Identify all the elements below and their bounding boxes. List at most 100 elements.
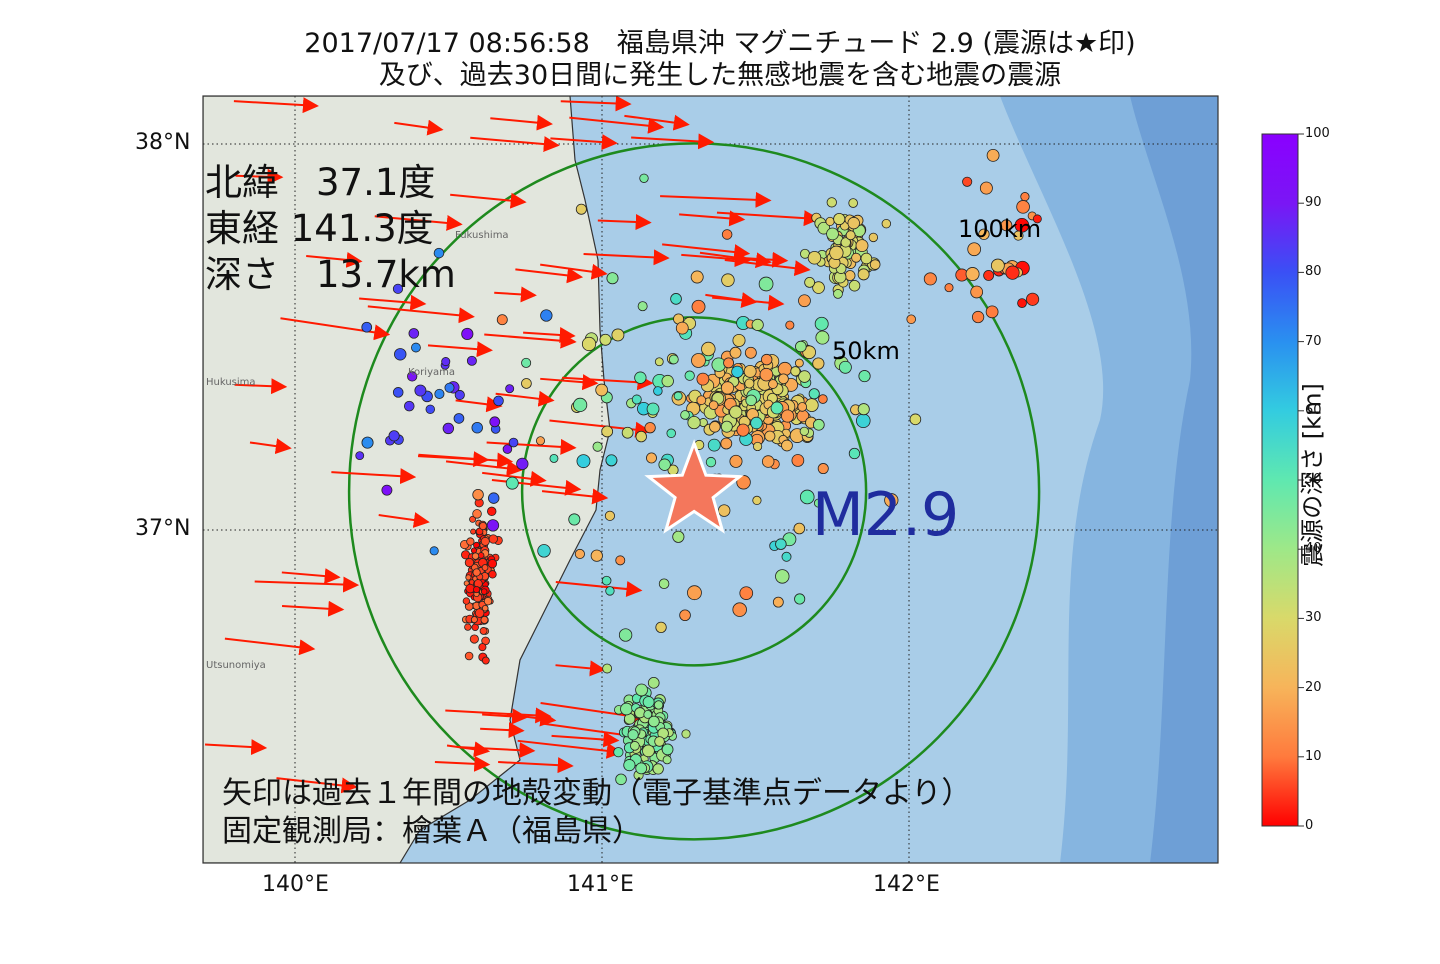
earthquake-dot	[983, 269, 995, 281]
earthquake-dot	[639, 173, 649, 183]
earthquake-dot	[731, 365, 744, 378]
earthquake-dot	[778, 373, 789, 385]
displacement-arrow	[540, 374, 599, 391]
earthquake-dot	[785, 320, 795, 330]
earthquake-dot	[829, 245, 844, 260]
earthquake-dot	[845, 230, 856, 241]
earthquake-dot	[858, 370, 871, 383]
earthquake-dot	[884, 493, 899, 508]
magnitude-label: M2.9	[812, 480, 959, 550]
earthquake-dot	[654, 700, 664, 710]
earthquake-dot	[631, 394, 642, 405]
lon-label-141: 141°E	[567, 872, 634, 897]
earthquake-dot	[840, 237, 851, 248]
displacement-arrow	[517, 739, 623, 759]
earthquake-dot	[857, 268, 870, 281]
earthquake-dot	[798, 370, 811, 383]
displacement-arrow	[490, 114, 553, 131]
earthquake-dot	[464, 651, 474, 661]
earthquake-dot	[461, 327, 474, 341]
ring-100km	[347, 142, 1041, 841]
earthquake-dot	[772, 596, 784, 608]
earthquake-dot	[807, 250, 822, 265]
earthquake-dot	[479, 627, 488, 635]
earthquake-dot	[471, 422, 483, 434]
title-line-2: 及び、過去30日間に発生した無感地震を含む地震の震源	[378, 60, 1062, 91]
earthquake-dot	[487, 559, 498, 569]
lon-label-142: 142°E	[873, 872, 940, 897]
earthquake-dot	[470, 547, 477, 554]
earthquake-dot	[812, 357, 825, 370]
earthquake-dot	[611, 328, 625, 342]
earthquake-dot	[623, 759, 636, 772]
earthquake-dot	[857, 403, 870, 416]
displacement-arrow	[712, 294, 785, 311]
earthquake-dot	[826, 197, 837, 208]
colorbar	[1261, 133, 1299, 827]
displacement-arrow	[254, 576, 360, 593]
earthquake-dot	[679, 609, 691, 622]
earthquake-dot	[615, 555, 626, 566]
earthquake-dot	[868, 232, 879, 243]
earthquake-dot	[605, 586, 615, 596]
earthquake-dot	[574, 548, 585, 560]
displacement-arrow	[486, 438, 577, 455]
earthquake-dot	[573, 397, 588, 413]
earthquake-dot	[691, 299, 706, 314]
earthquake-dot	[790, 366, 801, 377]
earthquake-dot	[407, 371, 418, 382]
earthquake-dot	[729, 346, 742, 359]
colorbar-tick-marks	[1298, 133, 1304, 827]
displacement-arrow	[560, 96, 632, 112]
earthquake-dot	[465, 574, 472, 581]
earthquake-dot	[818, 394, 828, 404]
footnote-arrows: 矢印は過去１年間の地殻変動（電子基準点データより）	[222, 776, 972, 811]
earthquake-points	[355, 148, 1042, 786]
displacement-arrow	[555, 660, 606, 677]
earthquake-dot	[429, 546, 439, 556]
earthquake-dot	[464, 557, 475, 568]
earthquake-dot	[425, 404, 435, 415]
earthquake-dot	[729, 454, 743, 468]
colorbar-tick-label: 90	[1305, 195, 1322, 211]
place-koriyama: Koriyama	[408, 367, 455, 378]
earthquake-dot	[535, 436, 546, 446]
earthquake-dot	[505, 476, 519, 490]
earthquake-dot	[795, 340, 807, 353]
lat-label-37: 37°N	[135, 516, 191, 541]
earthquake-dot	[944, 283, 954, 293]
earthquake-dot	[753, 441, 763, 452]
displacement-arrow	[549, 419, 652, 438]
earthquake-dot	[408, 328, 420, 339]
earthquake-dot	[516, 457, 529, 471]
displacement-arrow	[555, 580, 643, 597]
earthquake-dot	[615, 773, 627, 786]
earthquake-dot	[670, 293, 682, 305]
earthquake-dot	[508, 437, 519, 448]
earthquake-dot	[462, 597, 471, 605]
displacement-arrow	[541, 488, 609, 505]
earthquake-dot	[630, 741, 640, 751]
earthquake-dot	[488, 570, 497, 579]
earthquake-dot	[768, 379, 778, 389]
displacement-arrow	[224, 637, 316, 656]
earthquake-dot	[361, 321, 373, 333]
map-frame	[202, 95, 1219, 864]
earthquake-dot	[646, 402, 660, 416]
displacement-arrow	[249, 438, 292, 455]
earthquake-dot	[672, 530, 685, 543]
displacement-arrow	[331, 468, 417, 485]
earthquake-dot	[653, 386, 663, 396]
earthquake-dot	[745, 394, 757, 407]
earthquake-dot	[808, 388, 820, 400]
earthquake-dot	[666, 428, 676, 439]
displacement-arrow	[378, 512, 430, 528]
earthquake-dot	[592, 441, 603, 452]
displacement-arrow	[495, 390, 555, 407]
earthquake-dot	[1013, 230, 1024, 241]
earthquake-dot	[761, 353, 773, 366]
earthquake-dot	[621, 426, 634, 439]
colorbar-title: 震源の深さ [km]	[1298, 383, 1327, 567]
earthquake-dot	[662, 755, 672, 765]
earthquake-dot	[851, 252, 862, 263]
